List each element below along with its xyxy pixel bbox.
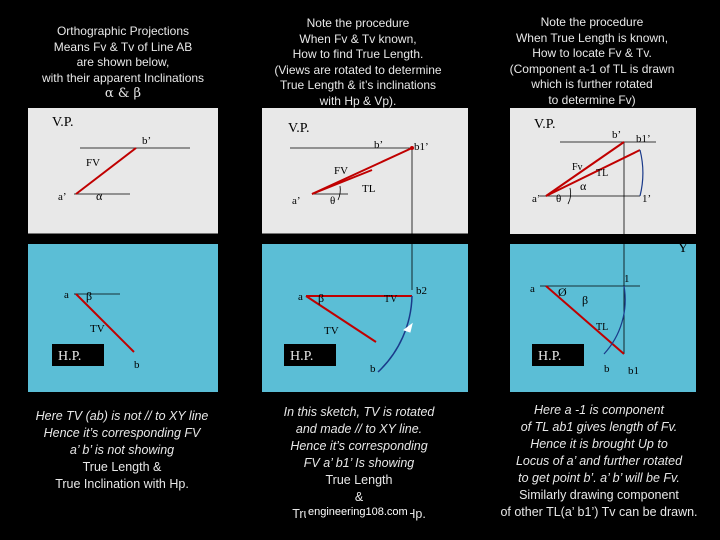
fv-line-2 (311, 169, 373, 195)
tv-label-2: TV (324, 325, 339, 337)
alpha-label-3: α (580, 179, 587, 193)
a-label-3: a (530, 283, 535, 295)
a-label-2: a (298, 291, 303, 303)
panel-2-drawing: X Y V.P. b’ b1’ FV TL a’ θ a β TV b2 TV … (256, 121, 468, 375)
b-dash-label-1: b’ (142, 135, 151, 147)
panel-2-footer: In this sketch, TV is rotated and made /… (283, 405, 435, 521)
one-dash-label-3: 1’ (642, 193, 651, 205)
theta-arc-2 (337, 185, 341, 201)
hp-plane-1 (28, 244, 218, 392)
fv-label-3: Fv (572, 162, 583, 173)
rotation-arrow-2 (402, 322, 413, 333)
rotation-arc-3a (639, 149, 644, 197)
b-label-2: b (370, 363, 376, 375)
tv-label-1: TV (90, 323, 105, 335)
b1-dash-point-2 (410, 146, 414, 150)
one-label-3: 1 (624, 273, 630, 285)
vp-label-1: V.P. (52, 115, 74, 130)
hp-label-3: H.P. (538, 349, 561, 364)
panel-3-drawing: X Y V.P. b’ b1’ Fv TL α a’ θ 1’ a Ø β 1 … (500, 117, 696, 377)
x-label-3: X (500, 243, 510, 258)
vp-label-3: V.P. (534, 117, 556, 132)
fv-label-1: FV (86, 157, 100, 169)
a-label-1: a (64, 289, 69, 301)
hp-label-box-3 (532, 344, 584, 366)
tl-label-2: TL (362, 183, 376, 195)
a-dash-label-3: a’ (532, 193, 541, 205)
tl-line-3 (545, 149, 641, 197)
y-label-3: Y (678, 241, 688, 256)
b1-label-3: b1 (628, 365, 639, 377)
rotation-arc-3b (603, 285, 626, 355)
b1-dash-label-2: b1’ (414, 141, 429, 153)
hp-label-box-1 (52, 344, 104, 366)
rotation-arc-2 (377, 295, 413, 373)
beta-label-1: β (86, 289, 92, 303)
a-dash-label-2: a’ (292, 195, 301, 207)
watermark: engineering108.com (306, 506, 410, 518)
fv-label-2: FV (334, 165, 348, 177)
y-label-2: Y (432, 233, 442, 248)
vp-plane-2 (262, 108, 468, 234)
b-dash-label-2: b’ (374, 139, 383, 151)
panel-1-drawing: X Y V.P. a’ b’ FV α a β TV b (24, 115, 218, 371)
vp-plane-3 (510, 108, 696, 234)
hp-label-box-2 (284, 344, 336, 366)
x-label-1: X (24, 233, 34, 248)
tl-plan-label-3: TL (596, 322, 608, 333)
tv-line-1 (75, 293, 135, 353)
hp-plane-3 (510, 244, 696, 392)
phi-label-3: Ø (558, 285, 567, 299)
hp-label-2: H.P. (290, 349, 313, 364)
tl-label-3: TL (596, 168, 608, 179)
b2-label-2: b2 (416, 285, 427, 297)
theta-label-3: θ (556, 193, 561, 205)
panel-1-footer: Here TV (ab) is not // to XY line Hence … (35, 409, 209, 491)
tv-line-2 (305, 295, 377, 343)
fv-line-3 (545, 141, 625, 197)
panel-3-header: Note the procedure When True Length is k… (509, 15, 675, 107)
panel-1-header: Orthographic Projections Means Fv & Tv o… (41, 24, 205, 101)
b-dash-label-3: b’ (612, 129, 621, 141)
b1-dash-label-3: b1’ (636, 133, 651, 145)
vp-label-2: V.P. (288, 121, 310, 136)
a-dash-label-1: a’ (58, 191, 67, 203)
y-label-1: Y (200, 233, 210, 248)
theta-label-2: θ (330, 195, 335, 207)
hp-plane-2 (262, 244, 468, 392)
b-label-3: b (604, 363, 610, 375)
theta-arc-3 (567, 187, 572, 205)
panel-3-footer: Here a -1 is component of TL ab1 gives l… (500, 403, 698, 519)
panel-2-header: Note the procedure When Fv & Tv known, H… (274, 16, 442, 108)
tv-rotated-label-2: TV (384, 294, 398, 305)
alpha-label-1: α (96, 189, 103, 203)
hp-label-1: H.P. (58, 349, 81, 364)
x-label-2: X (256, 233, 266, 248)
tl-plan-line-3 (545, 285, 625, 355)
vp-plane-1 (28, 108, 218, 234)
beta-label-3: β (582, 293, 588, 307)
fv-line-1 (75, 147, 137, 195)
b-label-1: b (134, 359, 140, 371)
beta-label-2: β (318, 291, 324, 305)
